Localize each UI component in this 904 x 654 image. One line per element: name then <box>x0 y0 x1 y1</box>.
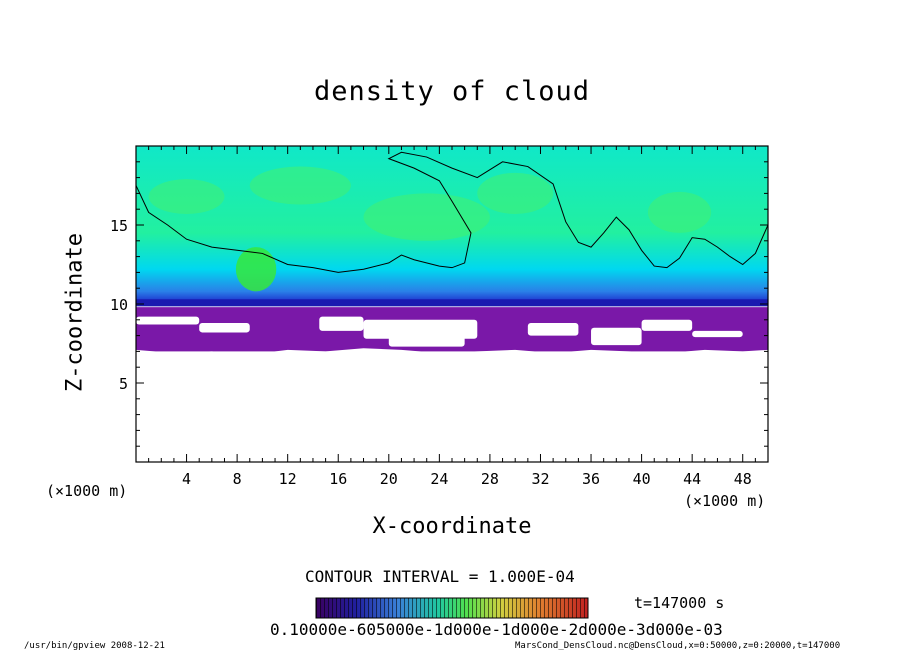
x-tick-label: 28 <box>481 470 499 488</box>
x-tick-label: 20 <box>380 470 398 488</box>
x-tick-label: 36 <box>582 470 600 488</box>
colorbar-ticks <box>316 598 588 618</box>
footer-right: MarsCond_DensCloud.nc@DensCloud,x=0:5000… <box>515 641 841 651</box>
green-patch-1 <box>363 193 490 241</box>
x-tick-label: 32 <box>531 470 549 488</box>
dense-blue-layer <box>136 299 768 307</box>
chart-title: density of cloud <box>313 76 591 107</box>
y-unit-label: (×1000 m) <box>46 482 128 500</box>
colorbar-frame <box>315 597 589 619</box>
y-axis-ticks: 5 10 15 <box>110 161 768 447</box>
green-patch-5 <box>148 179 225 214</box>
footer-left: /usr/bin/gpview 2008-12-21 <box>24 641 165 651</box>
band-gap-8 <box>692 330 743 338</box>
colorbar <box>315 597 589 619</box>
x-axis-label: X-coordinate <box>372 514 532 539</box>
x-axis-ticks: 4 8 12 16 20 24 28 32 36 40 44 48 <box>148 146 756 488</box>
band-gap-2 <box>319 316 364 331</box>
purple-band <box>136 307 768 352</box>
x-tick-label: 40 <box>633 470 651 488</box>
green-patch-4 <box>647 191 712 233</box>
band-gap-4 <box>388 332 465 347</box>
band-gap-5 <box>527 322 579 336</box>
cloud-free-region <box>136 348 768 462</box>
y-tick-label: 15 <box>110 217 128 235</box>
x-tick-label: 16 <box>329 470 347 488</box>
colorbar-labels: 0.10000e-605000e-1d000e-1d000e-2d000e-3d… <box>270 620 723 639</box>
band-gap-6 <box>591 327 642 346</box>
y-axis-label: Z-coordinate <box>62 233 88 392</box>
x-tick-label: 24 <box>430 470 448 488</box>
y-tick-label: 5 <box>119 375 128 393</box>
green-patches <box>148 166 712 292</box>
x-tick-label: 12 <box>279 470 297 488</box>
band-gap-0 <box>136 316 200 325</box>
time-label: t=147000 s <box>634 594 725 612</box>
x-tick-label: 44 <box>683 470 701 488</box>
band-gap-7 <box>641 319 693 331</box>
plot-area <box>136 146 768 462</box>
x-tick-label: 4 <box>182 470 191 488</box>
green-patch-3 <box>249 166 351 205</box>
x-tick-label: 8 <box>233 470 242 488</box>
x-tick-label: 48 <box>734 470 752 488</box>
contour-interval-label: CONTOUR INTERVAL = 1.000E-04 <box>305 567 575 586</box>
contour-line <box>136 151 768 273</box>
x-unit-label: (×1000 m) <box>684 492 766 510</box>
y-tick-label: 10 <box>110 296 128 314</box>
band-gap-1 <box>199 322 250 333</box>
green-patch-2 <box>477 172 554 214</box>
green-patch-0 <box>235 247 277 292</box>
